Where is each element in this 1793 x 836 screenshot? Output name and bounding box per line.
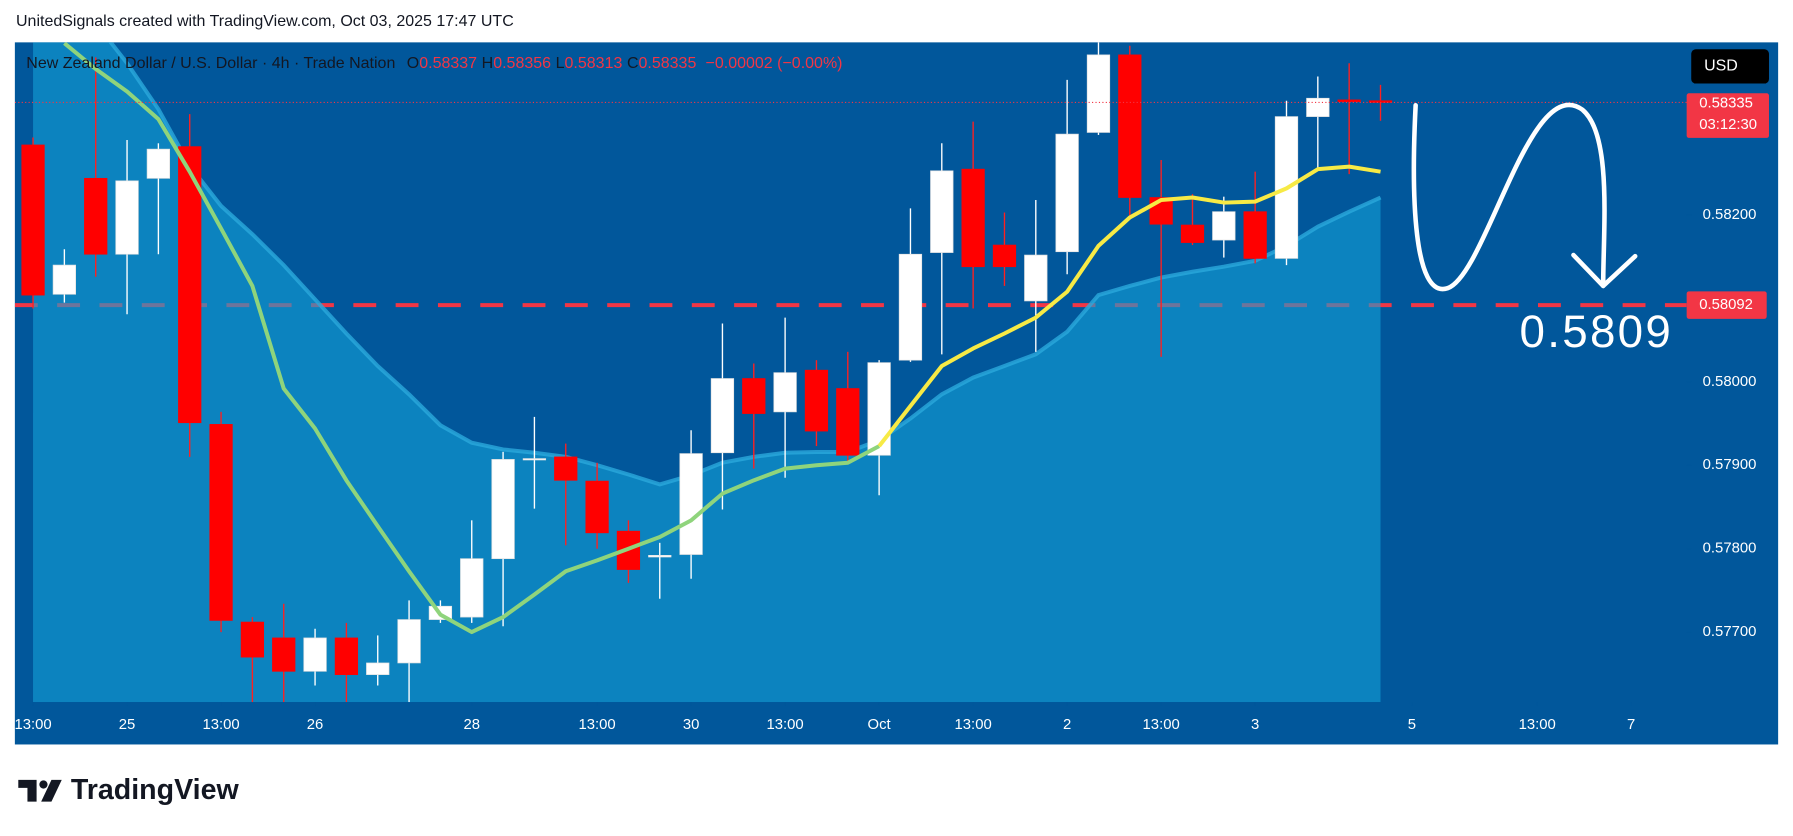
legend-value: 0.58337 xyxy=(419,55,477,72)
candle-body xyxy=(1212,211,1236,241)
legend-symbol: New Zealand Dollar / U.S. Dollar · 4h · … xyxy=(26,55,395,72)
x-tick-label: 5 xyxy=(1408,717,1416,733)
x-tick-label: 3 xyxy=(1251,717,1259,733)
candle-body xyxy=(146,148,171,179)
candle-body xyxy=(585,480,609,534)
candle-body xyxy=(679,453,703,555)
currency-box xyxy=(1691,49,1769,84)
logo-slash xyxy=(41,779,62,802)
header: UnitedSignals created with TradingView.c… xyxy=(16,13,514,30)
candle-body xyxy=(272,637,296,672)
candle-body xyxy=(52,264,77,295)
logo-dot xyxy=(39,780,48,789)
candle-body xyxy=(115,180,139,255)
last-price-box xyxy=(1686,93,1769,138)
x-tick-label: 28 xyxy=(463,717,480,733)
x-tick-label: 13:00 xyxy=(1143,717,1180,733)
candle-body xyxy=(1243,211,1267,259)
legend-key: L xyxy=(556,55,565,72)
x-tick-label: Oct xyxy=(868,717,892,733)
candle-body xyxy=(491,459,515,560)
candle-body xyxy=(1306,97,1330,117)
candle-body xyxy=(804,369,829,432)
moving-average xyxy=(63,42,881,635)
logo-mark xyxy=(18,779,37,802)
x-tick-label: 2 xyxy=(1063,717,1071,733)
candle-body xyxy=(742,378,766,414)
candle-body xyxy=(1118,54,1142,198)
x-tick-label: 26 xyxy=(307,717,324,733)
footer-logo: TradingView xyxy=(71,774,240,806)
x-tick-label: 13:00 xyxy=(767,717,804,733)
moving-average xyxy=(877,164,1381,448)
candle-body xyxy=(21,144,45,296)
level-label: 0.58092 xyxy=(1699,297,1753,313)
candle-body xyxy=(178,146,202,424)
y-tick-label: 0.58000 xyxy=(1703,374,1757,390)
candle-body xyxy=(554,456,578,481)
candle-body xyxy=(522,458,547,461)
band-line xyxy=(108,42,1382,487)
candle-body xyxy=(303,637,327,672)
x-tick-label: 25 xyxy=(119,717,136,733)
legend-value: 0.58335 xyxy=(639,55,697,72)
legend-value: 0.58356 xyxy=(493,55,551,72)
price-annotation: 0.5809 xyxy=(1520,306,1674,357)
candle-body xyxy=(460,558,484,618)
candle-body xyxy=(1086,54,1111,133)
candle-body xyxy=(334,637,359,675)
candle-body xyxy=(240,621,265,658)
y-tick-label: 0.57700 xyxy=(1703,624,1757,640)
band-area xyxy=(33,42,1381,703)
candle-body xyxy=(961,168,985,268)
countdown-label: 03:12:30 xyxy=(1699,117,1757,133)
x-tick-label: 13:00 xyxy=(955,717,992,733)
y-tick-label: 0.57800 xyxy=(1703,541,1757,557)
x-tick-label: 13:00 xyxy=(1519,717,1556,733)
candle-body xyxy=(773,372,797,413)
y-tick-label: 0.57900 xyxy=(1703,457,1757,473)
legend-key: C xyxy=(627,55,639,72)
candle-body xyxy=(366,662,390,675)
level-label-box xyxy=(1686,291,1767,319)
legend-change: −0.00002 (−0.00%) xyxy=(706,55,843,72)
legend-key: H xyxy=(482,55,494,72)
y-tick-label: 0.58200 xyxy=(1703,207,1757,223)
legend-value: 0.58313 xyxy=(565,55,623,72)
currency: USD xyxy=(1704,58,1738,75)
candle-body xyxy=(867,362,891,456)
projection-arrow xyxy=(1411,102,1607,292)
x-tick-label: 13:00 xyxy=(202,717,239,733)
overlay: 0.57700 0.57800 0.57900 0.58000 0.58200 0.580… xyxy=(14,55,1769,733)
candle-body xyxy=(84,177,108,255)
candle-body xyxy=(1337,99,1361,102)
candle-body xyxy=(397,619,421,664)
candle-body xyxy=(992,244,1017,268)
candle-body xyxy=(836,388,860,456)
candle-body xyxy=(930,170,954,253)
x-tick-label: 7 xyxy=(1627,717,1635,733)
arrow-head xyxy=(1571,252,1638,289)
candle-body xyxy=(1024,254,1048,302)
candle-body xyxy=(898,253,923,361)
x-tick-label: 13:00 xyxy=(14,717,51,733)
candle-body xyxy=(1055,133,1079,253)
candle-body xyxy=(710,378,735,454)
legend: New Zealand Dollar / U.S. Dollar · 4h · … xyxy=(26,55,842,72)
candle-body xyxy=(1180,224,1205,243)
legend-key: O xyxy=(407,55,419,72)
x-tick-label: 30 xyxy=(683,717,700,733)
plot-area xyxy=(14,42,1687,703)
candle-body xyxy=(648,555,672,558)
last-price-label: 0.58335 xyxy=(1699,95,1753,111)
x-tick-label: 13:00 xyxy=(578,717,615,733)
candle-body xyxy=(209,424,233,621)
